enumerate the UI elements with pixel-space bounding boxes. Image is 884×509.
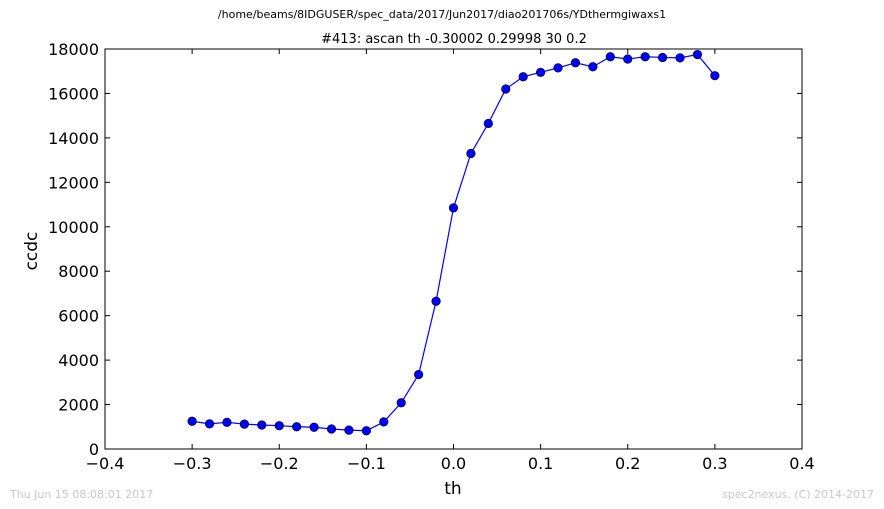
y-tick-label: 8000 (58, 262, 99, 281)
data-point (692, 49, 703, 60)
data-point (292, 422, 302, 432)
data-point (588, 62, 598, 72)
footer-timestamp: Thu Jun 15 08:08:01 2017 (10, 488, 154, 501)
y-tick-label: 14000 (48, 129, 99, 148)
y-tick-label: 12000 (48, 173, 99, 192)
data-point (466, 148, 476, 159)
series-line (192, 53, 716, 432)
data-point (239, 419, 249, 429)
y-tick-label: 0 (89, 440, 99, 459)
y-tick-label: 10000 (48, 218, 99, 237)
x-tick-label: −0.1 (347, 454, 386, 473)
data-point (257, 420, 267, 430)
x-tick-label: 0.2 (615, 454, 640, 473)
data-point (379, 417, 389, 427)
x-tick-label: 0.0 (441, 454, 466, 473)
data-point (553, 63, 563, 73)
data-point (414, 369, 424, 380)
data-point (396, 398, 406, 408)
x-tick-label: 0.1 (528, 454, 553, 473)
y-tick-label: 6000 (58, 307, 99, 326)
data-point (187, 416, 197, 426)
data-series (187, 49, 720, 436)
data-point (657, 52, 668, 63)
data-point (431, 296, 441, 306)
data-point (501, 84, 511, 94)
x-tick-label: −0.2 (260, 454, 299, 473)
data-point (640, 52, 650, 62)
data-point (274, 421, 284, 431)
data-point (483, 118, 493, 129)
data-point (326, 424, 337, 434)
data-point (623, 54, 633, 64)
y-tick-label: 18000 (48, 40, 99, 59)
data-point (448, 203, 459, 213)
x-tick-label: −0.3 (173, 454, 212, 473)
plot-title: #413: ascan th -0.30002 0.29998 30 0.2 (321, 32, 587, 47)
x-tick-label: 0.3 (702, 454, 727, 473)
data-point (222, 417, 232, 427)
y-tick-label: 2000 (58, 396, 99, 415)
x-tick-label: 0.4 (789, 454, 814, 473)
data-point (204, 419, 215, 429)
data-point (309, 422, 319, 432)
data-point (536, 67, 546, 77)
figure-suptitle: /home/beams/8IDGUSER/spec_data/2017/Jun2… (217, 8, 667, 21)
y-tick-label: 16000 (48, 84, 99, 103)
footer-credit: spec2nexus, (C) 2014-2017 (722, 488, 874, 501)
y-tick-label: 4000 (58, 351, 99, 370)
data-point (518, 72, 528, 82)
x-tick-label: −0.4 (86, 454, 125, 473)
data-point (675, 53, 685, 63)
data-point (344, 425, 354, 435)
data-point (710, 71, 720, 81)
data-point (570, 58, 581, 68)
x-axis-ticks: −0.4 −0.3 −0.2 −0.1 0.0 0.1 0.2 0.3 0.4 (86, 49, 815, 473)
plot-frame (104, 48, 803, 450)
data-point (361, 426, 371, 436)
data-point (605, 52, 615, 62)
y-axis-label: ccdc (22, 232, 42, 271)
y-axis-ticks: 0 2000 4000 6000 8000 10000 12000 14000 16000 180… (48, 40, 802, 459)
x-axis-label: th (444, 479, 461, 499)
